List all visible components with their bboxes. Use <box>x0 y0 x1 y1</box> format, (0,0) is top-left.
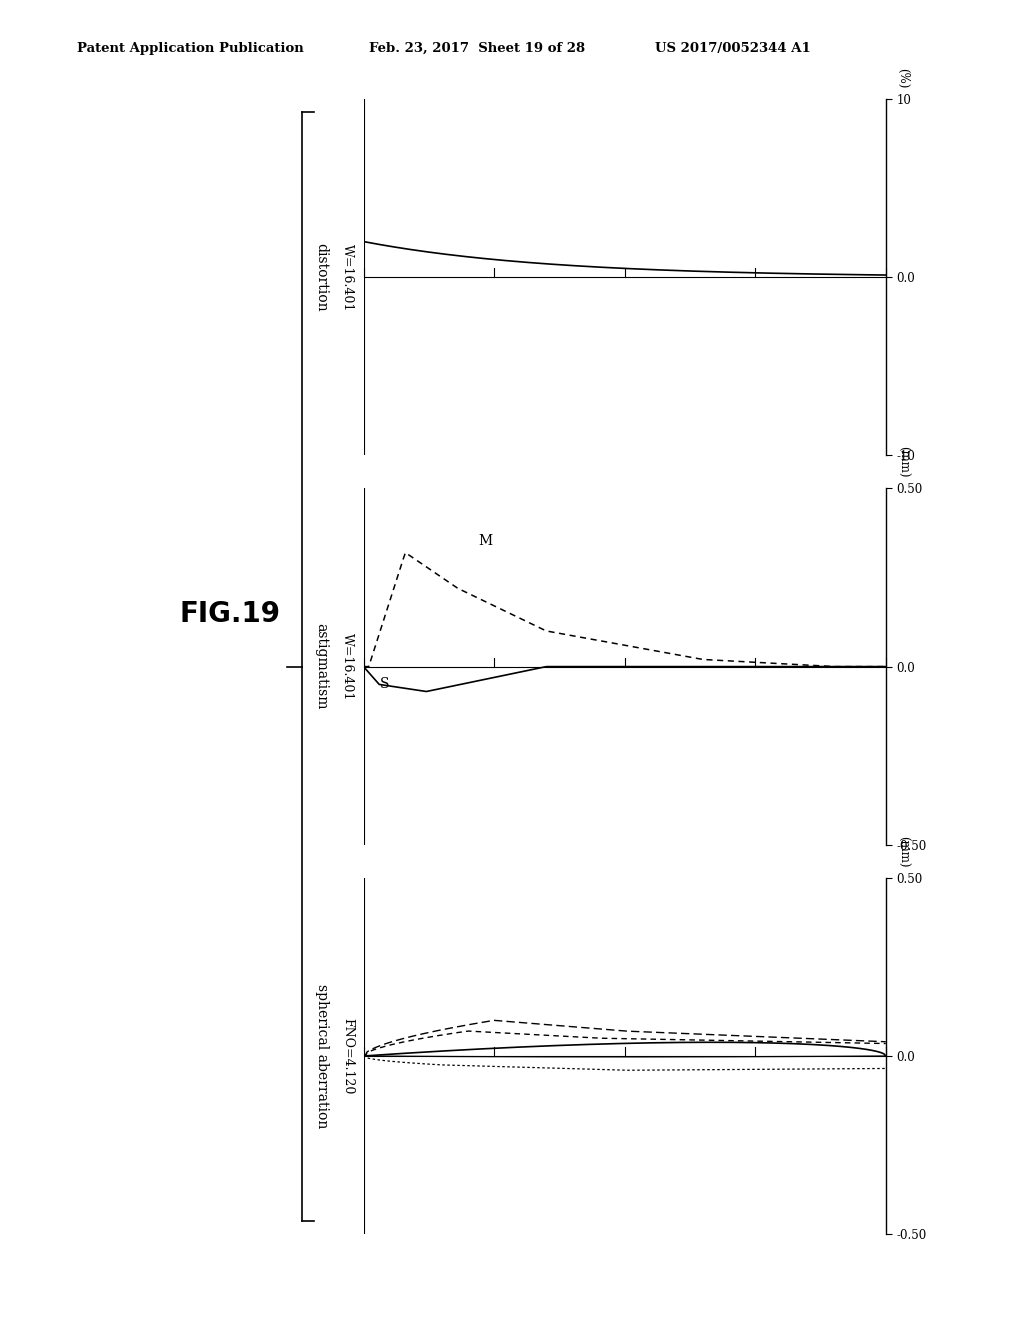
Text: spherical aberration: spherical aberration <box>314 983 329 1129</box>
Text: (%): (%) <box>896 67 909 88</box>
Text: W=16.401: W=16.401 <box>341 632 354 701</box>
Text: Feb. 23, 2017  Sheet 19 of 28: Feb. 23, 2017 Sheet 19 of 28 <box>369 42 585 55</box>
Text: (mm): (mm) <box>896 446 909 478</box>
Text: FNO=4.120: FNO=4.120 <box>341 1018 354 1094</box>
Text: M: M <box>478 535 493 548</box>
Text: FIG.19: FIG.19 <box>179 599 281 628</box>
Text: (mm): (mm) <box>896 836 909 867</box>
Text: astigmatism: astigmatism <box>314 623 329 710</box>
Text: W=16.401: W=16.401 <box>341 243 354 312</box>
Text: US 2017/0052344 A1: US 2017/0052344 A1 <box>655 42 811 55</box>
Text: distortion: distortion <box>314 243 329 312</box>
Text: Patent Application Publication: Patent Application Publication <box>77 42 303 55</box>
Text: S: S <box>380 677 389 690</box>
